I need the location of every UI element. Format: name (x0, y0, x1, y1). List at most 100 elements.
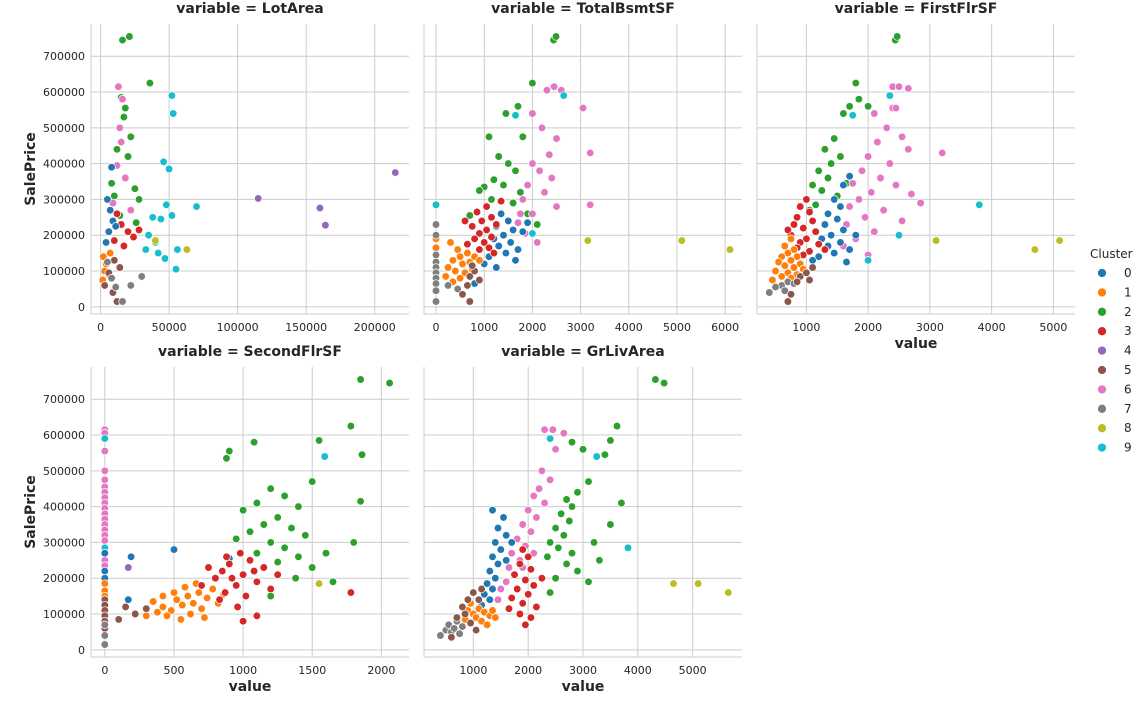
y-tick-label: 200000 (43, 229, 85, 242)
legend-marker (1097, 365, 1107, 375)
scatter-point-cluster-7 (100, 640, 109, 649)
scatter-point-cluster-6 (559, 429, 568, 438)
scatter-point-cluster-2 (385, 378, 394, 388)
scatter-point-cluster-3 (220, 588, 230, 597)
x-tick-label: 200000 (354, 321, 396, 334)
scatter-point-cluster-3 (796, 202, 805, 211)
scatter-point-cluster-3 (524, 590, 533, 599)
x-tick-label: 3000 (569, 664, 597, 677)
legend-marker (1097, 403, 1107, 414)
scatter-point-cluster-6 (513, 218, 523, 227)
y-tick-label: 200000 (43, 572, 85, 585)
y-tick-label: 700000 (43, 50, 85, 63)
scatter-point-cluster-3 (507, 593, 516, 603)
scatter-point-cluster-3 (484, 243, 494, 252)
cluster-legend: Cluster 0 1 2 3 4 5 6 7 8 9 (1090, 247, 1133, 455)
scatter-point-cluster-5 (460, 609, 470, 619)
scatter-point-cluster-2 (600, 450, 610, 459)
scatter-point-cluster-3 (811, 227, 820, 236)
scatter-point-cluster-0 (839, 225, 848, 235)
x-tick-label: 4000 (978, 321, 1006, 334)
scatter-point-cluster-0 (499, 231, 508, 240)
scatter-point-cluster-9 (559, 91, 568, 100)
scatter-point-cluster-3 (110, 236, 119, 245)
scatter-point-cluster-7 (103, 257, 112, 267)
scatter-point-cluster-5 (802, 268, 811, 277)
scatter-point-cluster-2 (851, 78, 860, 88)
scatter-point-cluster-3 (518, 599, 527, 608)
scatter-point-cluster-8 (151, 236, 160, 245)
scatter-point-cluster-2 (266, 484, 275, 493)
scatter-point-cluster-2 (817, 186, 826, 195)
scatter-point-cluster-2 (487, 195, 496, 204)
scatter-point-cluster-8 (182, 245, 192, 254)
scatter-point-cluster-0 (508, 225, 518, 235)
scatter-point-cluster-5 (471, 625, 481, 635)
scatter-point-cluster-0 (493, 559, 503, 569)
scatter-point-cluster-2 (238, 506, 248, 515)
scatter-point-cluster-1 (475, 256, 484, 265)
scatter-point-cluster-2 (565, 516, 574, 526)
scatter-point-cluster-2 (863, 102, 873, 111)
legend-label: 4 (1124, 344, 1132, 358)
y-tick-label: 500000 (43, 465, 85, 478)
scatter-point-cluster-8 (1030, 245, 1040, 254)
scatter-point-cluster-1 (106, 248, 115, 258)
scatter-point-cluster-5 (466, 618, 475, 628)
scatter-point-cluster-6 (894, 82, 904, 91)
scatter-point-cluster-2 (126, 132, 135, 141)
scatter-point-cluster-3 (820, 245, 830, 254)
x-tick-label: 50000 (152, 321, 187, 334)
scatter-point-cluster-7 (443, 281, 453, 290)
scatter-point-cluster-0 (111, 222, 120, 231)
scatter-point-cluster-3 (518, 545, 527, 554)
scatter-point-cluster-5 (458, 602, 467, 612)
scatter-point-cluster-1 (100, 579, 109, 588)
legend-item-cluster-9: 9 (1097, 441, 1132, 455)
scatter-point-cluster-7 (765, 288, 774, 297)
scatter-point-cluster-1 (783, 248, 793, 258)
legend-label: 5 (1124, 363, 1132, 377)
scatter-point-cluster-3 (808, 216, 817, 226)
scatter-point-cluster-6 (848, 179, 857, 188)
scatter-point-cluster-3 (515, 559, 525, 569)
y-tick-label: 300000 (43, 536, 85, 549)
x-tick-label: 0 (97, 321, 104, 334)
scatter-point-cluster-2 (839, 109, 848, 118)
scatter-point-cluster-6 (540, 425, 549, 434)
scatter-point-cluster-2 (589, 538, 599, 547)
scatter-point-cluster-6 (502, 577, 511, 586)
scatter-point-cluster-3 (460, 216, 470, 226)
scatter-point-cluster-3 (238, 617, 248, 626)
scatter-point-cluster-1 (792, 252, 802, 261)
scatter-point-cluster-0 (496, 209, 506, 218)
y-tick-label: 600000 (43, 86, 85, 99)
scatter-point-cluster-3 (252, 577, 262, 586)
panel-title: variable = FirstFlrSF (835, 1, 998, 17)
scatter-point-cluster-9 (100, 434, 109, 443)
scatter-point-cluster-0 (842, 257, 851, 267)
scatter-point-cluster-2 (811, 200, 820, 209)
scatter-point-cluster-0 (482, 579, 492, 588)
scatter-point-cluster-6 (870, 227, 879, 236)
scatter-point-cluster-2 (554, 543, 563, 552)
scatter-point-cluster-5 (463, 595, 473, 604)
scatter-point-cluster-0 (504, 216, 513, 226)
scatter-point-cluster-1 (448, 256, 458, 265)
scatter-point-cluster-0 (103, 195, 112, 204)
scatter-point-cluster-1 (194, 588, 203, 597)
legend-marker (1097, 423, 1107, 434)
scatter-point-cluster-3 (218, 566, 227, 576)
legend-label: 7 (1124, 402, 1132, 416)
scatter-point-cluster-1 (176, 615, 186, 624)
scatter-point-cluster-0 (839, 180, 848, 190)
scatter-point-cluster-1 (777, 272, 786, 281)
scatter-point-cluster-3 (510, 570, 519, 579)
scatter-point-cluster-1 (455, 274, 465, 283)
scatter-point-cluster-5 (792, 277, 802, 286)
x-tick-label: 3000 (916, 321, 944, 334)
scatter-point-cluster-7 (431, 279, 441, 288)
scatter-point-cluster-2 (836, 152, 845, 161)
scatter-point-cluster-2 (222, 454, 231, 463)
scatter-point-cluster-0 (491, 538, 500, 547)
